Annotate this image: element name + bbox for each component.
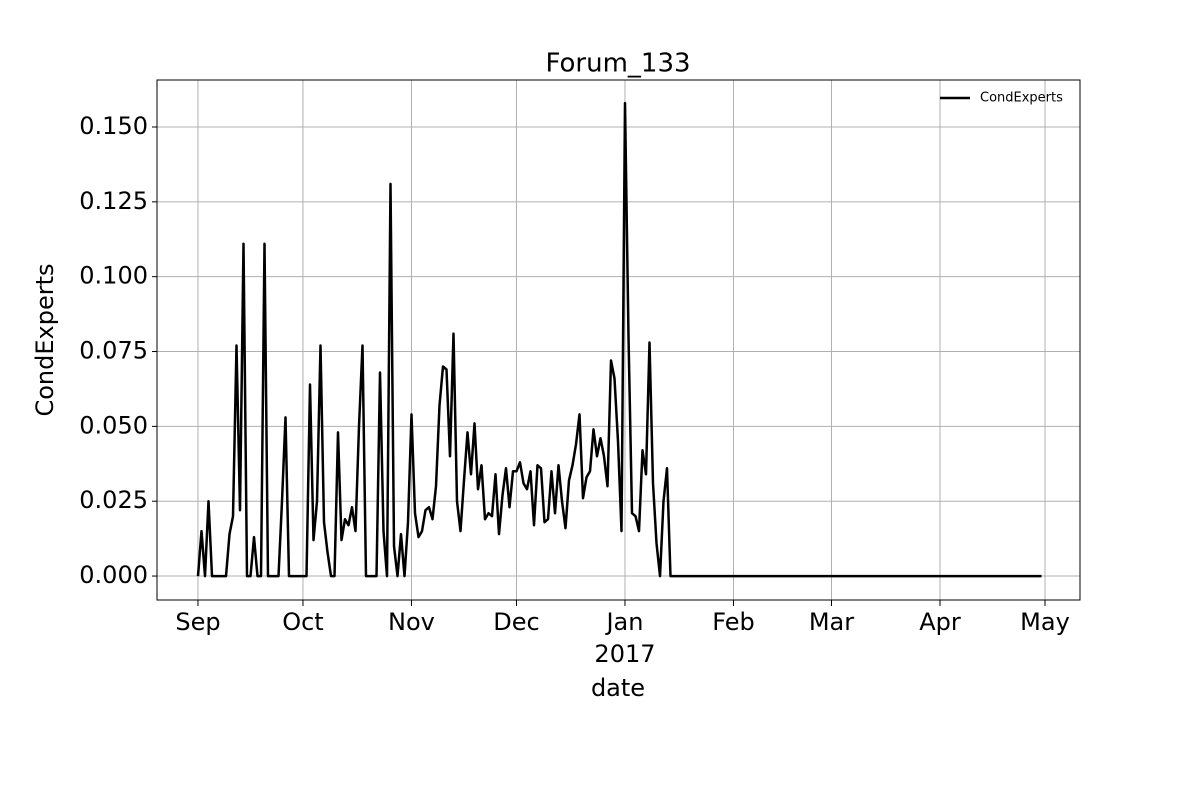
chart-title: Forum_133 bbox=[545, 49, 690, 79]
data-line bbox=[196, 101, 1042, 578]
y-tick-label: 0.000 bbox=[79, 561, 148, 589]
x-tick-label: May bbox=[1020, 608, 1070, 636]
y-tick-label: 0.150 bbox=[79, 112, 148, 140]
x-tick-label: Mar bbox=[809, 608, 854, 636]
y-tick-label: 0.075 bbox=[79, 337, 148, 365]
y-tick-label: 0.050 bbox=[79, 411, 148, 439]
x-axis-label: date bbox=[591, 674, 645, 702]
x-tick-label: Sep bbox=[175, 608, 220, 636]
legend-label: CondExperts bbox=[980, 91, 1063, 106]
plot-frame bbox=[156, 79, 1081, 601]
x-tick-label: Dec bbox=[493, 608, 539, 636]
x-tick-label: Apr bbox=[919, 608, 961, 636]
y-tick-label: 0.025 bbox=[79, 486, 148, 514]
x-tick-label: Oct bbox=[282, 608, 324, 636]
x-tick-label: Nov bbox=[388, 608, 435, 636]
y-tick-label: 0.100 bbox=[79, 262, 148, 290]
x-tick-label: Feb bbox=[712, 608, 755, 636]
x-year-label: 2017 bbox=[594, 640, 655, 668]
y-tick-label: 0.125 bbox=[79, 187, 148, 215]
x-tick-label: Jan bbox=[604, 608, 643, 636]
y-axis-label: CondExperts bbox=[31, 263, 59, 416]
